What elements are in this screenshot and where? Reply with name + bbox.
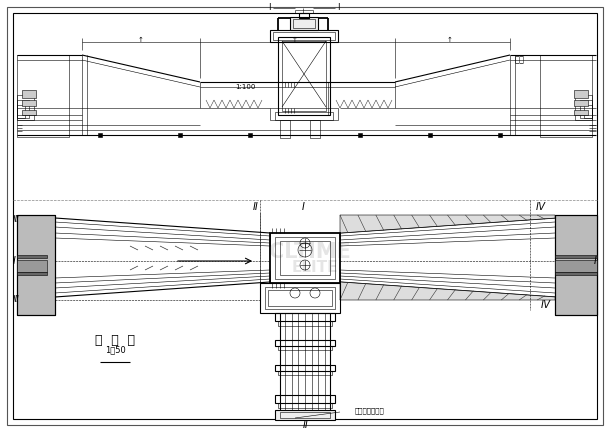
Bar <box>555 215 597 315</box>
Bar <box>278 346 332 350</box>
Bar <box>260 283 340 313</box>
Bar <box>275 340 335 346</box>
Bar <box>278 37 330 115</box>
Text: CLTIME: CLTIME <box>269 242 351 262</box>
Text: Ⅱ: Ⅱ <box>253 202 257 212</box>
Bar <box>265 287 335 309</box>
Bar <box>555 272 597 275</box>
Text: Ⅱ: Ⅱ <box>303 420 307 430</box>
Bar <box>17 260 47 272</box>
Bar <box>17 95 34 120</box>
Bar <box>310 120 320 138</box>
Bar <box>17 272 47 275</box>
Bar <box>574 100 588 106</box>
Bar <box>17 255 47 258</box>
Text: I: I <box>268 3 271 13</box>
Bar <box>17 55 69 137</box>
Bar <box>275 365 335 371</box>
Text: I: I <box>13 256 16 266</box>
Bar <box>555 260 597 272</box>
Bar <box>574 90 588 98</box>
Text: I: I <box>594 256 597 266</box>
Text: 截面尺寸见说明: 截面尺寸见说明 <box>355 408 385 414</box>
Bar <box>178 133 182 137</box>
Text: I: I <box>301 202 304 212</box>
Bar <box>275 237 335 279</box>
Bar <box>275 112 333 120</box>
Bar <box>22 90 36 98</box>
Text: ↑: ↑ <box>138 37 144 43</box>
Text: 1：50: 1：50 <box>105 346 126 355</box>
Bar <box>275 313 335 321</box>
Text: ELITE: ELITE <box>292 260 339 276</box>
Text: Ⅳ: Ⅳ <box>536 202 545 212</box>
Bar <box>278 321 332 326</box>
Bar <box>278 403 332 408</box>
Bar <box>282 41 326 111</box>
Bar <box>278 371 332 375</box>
Bar <box>584 105 592 118</box>
Text: ↑: ↑ <box>447 37 453 43</box>
Bar <box>280 120 290 138</box>
Bar <box>580 100 592 118</box>
Text: 1:100: 1:100 <box>235 84 255 90</box>
Bar <box>299 13 309 18</box>
Bar <box>358 133 362 137</box>
Bar <box>574 110 588 115</box>
Bar <box>270 233 340 283</box>
Bar <box>273 32 335 40</box>
Bar <box>248 133 252 137</box>
Bar <box>290 17 318 30</box>
Bar <box>555 215 597 315</box>
Bar <box>270 108 338 120</box>
Bar <box>540 55 592 137</box>
Bar <box>268 290 332 306</box>
Bar <box>270 30 338 42</box>
Bar <box>293 19 315 28</box>
Polygon shape <box>340 215 555 233</box>
Bar <box>498 133 502 137</box>
Bar <box>17 100 29 118</box>
Bar <box>275 395 335 403</box>
Polygon shape <box>340 282 555 300</box>
Bar <box>280 412 330 418</box>
Bar <box>575 95 592 120</box>
Bar <box>17 215 55 315</box>
Bar <box>22 110 36 115</box>
Text: Ⅳ: Ⅳ <box>540 300 550 310</box>
Text: I: I <box>337 3 340 13</box>
Bar <box>555 255 597 258</box>
Bar <box>275 410 335 420</box>
Text: Ⅲ: Ⅲ <box>13 295 19 305</box>
Bar <box>17 105 25 118</box>
Text: Ⅲ: Ⅲ <box>13 216 19 225</box>
Bar <box>98 133 102 137</box>
Text: ↑: ↑ <box>292 37 298 43</box>
Bar <box>280 241 330 275</box>
Bar <box>22 100 36 106</box>
Text: 平  面  图: 平 面 图 <box>95 334 135 346</box>
Bar <box>17 215 55 315</box>
Text: 剖面: 剖面 <box>515 55 525 64</box>
Bar <box>428 133 432 137</box>
